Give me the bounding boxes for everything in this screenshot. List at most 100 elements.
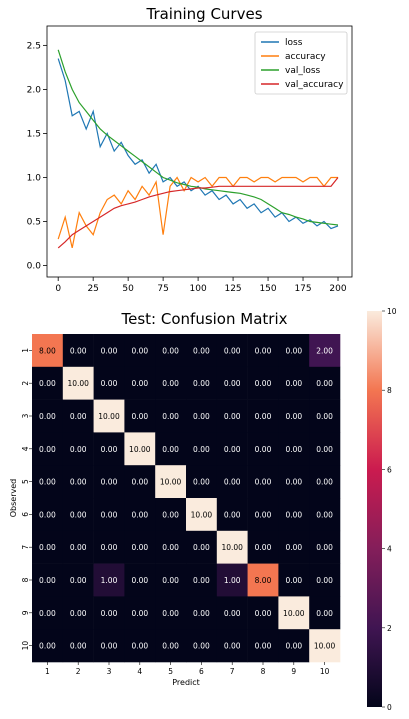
heatmap-cell: [93, 465, 125, 499]
heatmap-cell: [93, 498, 125, 532]
heatmap-cell-label: 0.00: [316, 510, 333, 519]
x-tick-label: 2: [76, 667, 81, 676]
heatmap-cell: [186, 498, 218, 532]
y-tick-label: 0.5: [27, 218, 41, 228]
heatmap-cell: [124, 399, 156, 433]
heatmap-cell-label: 0.00: [162, 346, 179, 355]
heatmap-cell-label: 0.00: [316, 412, 333, 421]
heatmap-cell: [278, 465, 310, 499]
heatmap-cell-label: 0.00: [193, 478, 210, 487]
heatmap-cell-label: 0.00: [101, 478, 118, 487]
heatmap-cell: [309, 498, 341, 532]
heatmap-cell-label: 0.00: [101, 510, 118, 519]
heatmap-cell: [62, 465, 94, 499]
heatmap-cell: [278, 629, 310, 663]
heatmap-cell: [216, 530, 248, 564]
heatmap-cell: [62, 629, 94, 663]
heatmap-cell-label: 0.00: [255, 379, 272, 388]
heatmap-cell-label: 10.00: [191, 510, 213, 519]
heatmap-cell: [32, 629, 64, 663]
heatmap-cell-label: 0.00: [131, 346, 148, 355]
heatmap-cell: [32, 563, 64, 597]
heatmap-cell: [62, 334, 94, 368]
heatmap-cell-label: 0.00: [285, 478, 302, 487]
heatmap-cell: [247, 399, 279, 433]
heatmap-cell: [309, 629, 341, 663]
heatmap-cell: [216, 498, 248, 532]
heatmap-cell-label: 10.00: [67, 379, 89, 388]
heatmap-cell: [32, 366, 64, 400]
heatmap-cell-label: 0.00: [39, 478, 56, 487]
heatmap-cell-label: 0.00: [285, 543, 302, 552]
heatmap-cell: [93, 563, 125, 597]
heatmap-cell-label: 0.00: [101, 543, 118, 552]
heatmap-cell: [32, 465, 64, 499]
y-tick-label: 2.0: [27, 85, 42, 95]
heatmap-cell-label: 0.00: [285, 412, 302, 421]
heatmap-cell: [93, 596, 125, 630]
heatmap-cell-label: 0.00: [316, 609, 333, 618]
heatmap-cell-label: 0.00: [255, 543, 272, 552]
heatmap-cell: [155, 465, 187, 499]
heatmap-cell: [32, 530, 64, 564]
heatmap-cell: [93, 530, 125, 564]
heatmap-cell-label: 0.00: [285, 510, 302, 519]
heatmap-cell-label: 0.00: [70, 576, 87, 585]
heatmap-cell: [278, 432, 310, 466]
heatmap-cell-label: 0.00: [193, 642, 210, 651]
heatmap-cell-label: 0.00: [131, 609, 148, 618]
heatmap-cell-label: 0.00: [193, 412, 210, 421]
heatmap-cell: [124, 563, 156, 597]
heatmap-cell: [93, 399, 125, 433]
y-tick-label: 4: [21, 446, 30, 451]
heatmap-cell-label: 0.00: [70, 609, 87, 618]
heatmap-cell-label: 0.00: [162, 412, 179, 421]
heatmap-cell: [309, 465, 341, 499]
y-tick-label: 7: [21, 545, 30, 550]
heatmap-cell: [124, 432, 156, 466]
heatmap-cell-label: 10.00: [221, 543, 243, 552]
y-axis-label: Observed: [9, 479, 18, 518]
heatmap-cell: [186, 530, 218, 564]
heatmap-cell-label: 0.00: [224, 609, 241, 618]
heatmap-cell: [309, 530, 341, 564]
heatmap-cell: [155, 563, 187, 597]
x-tick-label: 5: [168, 667, 173, 676]
heatmap-cell: [62, 498, 94, 532]
heatmap-cell: [247, 334, 279, 368]
colorbar-tick-label: 8: [387, 386, 392, 395]
x-tick-label: 75: [157, 284, 168, 294]
x-tick-label: 10: [320, 667, 330, 676]
heatmap-cell: [124, 498, 156, 532]
heatmap-cell: [309, 334, 341, 368]
heatmap-cell-label: 0.00: [255, 478, 272, 487]
legend-label-loss: loss: [285, 38, 303, 48]
heatmap-cell: [309, 366, 341, 400]
series-line-accuracy: [57, 176, 338, 249]
heatmap-cell: [247, 498, 279, 532]
heatmap-cell-label: 0.00: [101, 445, 118, 454]
heatmap-cell-label: 0.00: [70, 346, 87, 355]
heatmap-cell-label: 0.00: [162, 543, 179, 552]
heatmap-cell-label: 0.00: [162, 642, 179, 651]
confusion-matrix-title: Test: Confusion Matrix: [121, 310, 288, 328]
heatmap-cell-label: 0.00: [193, 543, 210, 552]
heatmap-cell: [216, 432, 248, 466]
heatmap-cell-label: 0.00: [255, 609, 272, 618]
heatmap-cell: [62, 399, 94, 433]
heatmap-cell: [62, 530, 94, 564]
heatmap-cell: [216, 334, 248, 368]
heatmap-cell-label: 0.00: [224, 379, 241, 388]
heatmap-cell-label: 0.00: [224, 346, 241, 355]
heatmap-cell-label: 0.00: [39, 510, 56, 519]
heatmap-cell-label: 0.00: [193, 445, 210, 454]
heatmap-cell-label: 0.00: [162, 379, 179, 388]
heatmap-cell-label: 0.00: [39, 543, 56, 552]
heatmap-cell-label: 0.00: [70, 478, 87, 487]
y-tick-label: 1.5: [27, 129, 41, 139]
heatmap-cell-label: 1.00: [224, 576, 241, 585]
heatmap-cell: [124, 366, 156, 400]
heatmap-cell: [247, 563, 279, 597]
heatmap-cell-label: 0.00: [70, 642, 87, 651]
